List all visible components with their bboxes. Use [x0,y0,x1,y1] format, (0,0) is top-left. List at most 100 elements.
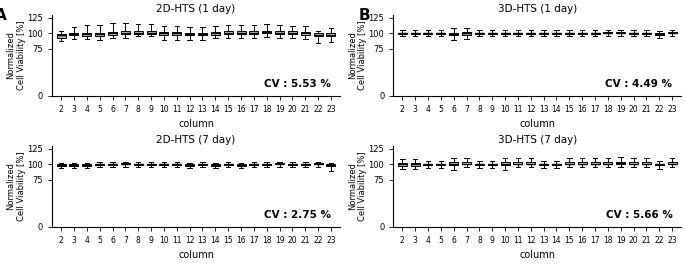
PathPatch shape [275,163,284,164]
PathPatch shape [552,33,561,34]
PathPatch shape [198,164,207,165]
PathPatch shape [590,33,599,34]
PathPatch shape [475,33,484,34]
PathPatch shape [552,164,561,165]
PathPatch shape [668,162,677,164]
PathPatch shape [160,164,169,165]
PathPatch shape [603,32,612,33]
PathPatch shape [436,33,445,34]
PathPatch shape [398,163,407,166]
PathPatch shape [198,33,207,35]
PathPatch shape [603,162,612,164]
Text: A: A [0,8,6,23]
Text: B: B [359,8,371,23]
PathPatch shape [501,162,510,165]
PathPatch shape [262,31,271,33]
PathPatch shape [108,164,117,165]
PathPatch shape [95,33,104,36]
PathPatch shape [275,31,284,34]
PathPatch shape [173,32,182,35]
X-axis label: column: column [519,119,556,129]
PathPatch shape [185,33,194,35]
PathPatch shape [249,31,258,34]
PathPatch shape [514,33,523,34]
PathPatch shape [288,164,297,165]
PathPatch shape [488,33,497,34]
Title: 2D-HTS (1 day): 2D-HTS (1 day) [156,4,236,14]
PathPatch shape [147,31,155,34]
Y-axis label: Normalized
Cell Viability [%]: Normalized Cell Viability [%] [348,20,367,90]
PathPatch shape [82,33,91,36]
PathPatch shape [629,162,638,164]
PathPatch shape [668,32,677,33]
PathPatch shape [327,164,336,166]
PathPatch shape [577,162,586,164]
PathPatch shape [236,164,245,166]
PathPatch shape [95,164,104,165]
PathPatch shape [82,164,91,166]
PathPatch shape [655,164,664,165]
X-axis label: column: column [519,250,556,260]
Text: CV : 2.75 %: CV : 2.75 % [264,210,332,220]
PathPatch shape [565,162,574,164]
X-axis label: column: column [178,250,214,260]
PathPatch shape [147,164,155,165]
Title: 2D-HTS (7 day): 2D-HTS (7 day) [156,135,236,145]
PathPatch shape [539,33,548,34]
PathPatch shape [488,164,497,165]
PathPatch shape [501,33,510,34]
PathPatch shape [616,162,625,164]
Y-axis label: Normalized
Cell Viability [%]: Normalized Cell Viability [%] [348,151,367,221]
Text: CV : 5.53 %: CV : 5.53 % [264,79,332,89]
PathPatch shape [462,32,471,35]
PathPatch shape [577,33,586,34]
Title: 3D-HTS (7 day): 3D-HTS (7 day) [497,135,577,145]
PathPatch shape [423,33,432,34]
PathPatch shape [301,32,310,35]
PathPatch shape [539,164,548,165]
PathPatch shape [475,164,484,165]
PathPatch shape [69,33,79,35]
PathPatch shape [514,162,523,164]
PathPatch shape [236,31,245,34]
PathPatch shape [410,33,420,34]
Y-axis label: Normalized
Cell Viability [%]: Normalized Cell Viability [%] [7,20,26,90]
PathPatch shape [249,164,258,165]
PathPatch shape [449,33,458,35]
Title: 3D-HTS (1 day): 3D-HTS (1 day) [497,4,577,14]
PathPatch shape [398,33,407,34]
PathPatch shape [314,33,323,36]
PathPatch shape [224,31,233,34]
PathPatch shape [160,32,169,35]
PathPatch shape [590,162,599,164]
PathPatch shape [57,164,66,166]
PathPatch shape [57,34,66,38]
PathPatch shape [288,31,297,34]
PathPatch shape [121,163,130,164]
PathPatch shape [655,33,664,35]
PathPatch shape [423,164,432,165]
PathPatch shape [410,163,420,166]
PathPatch shape [224,164,233,165]
PathPatch shape [134,164,142,165]
Text: CV : 4.49 %: CV : 4.49 % [606,79,673,89]
PathPatch shape [301,164,310,165]
PathPatch shape [173,164,182,165]
PathPatch shape [211,164,220,166]
PathPatch shape [134,31,142,34]
Text: CV : 5.66 %: CV : 5.66 % [606,210,673,220]
PathPatch shape [121,31,130,34]
PathPatch shape [462,162,471,164]
PathPatch shape [642,162,651,164]
PathPatch shape [642,33,651,34]
PathPatch shape [526,162,535,164]
PathPatch shape [565,33,574,34]
PathPatch shape [327,33,336,36]
PathPatch shape [314,163,323,164]
PathPatch shape [616,32,625,33]
PathPatch shape [629,33,638,34]
PathPatch shape [262,164,271,165]
Y-axis label: Normalized
Cell Viability [%]: Normalized Cell Viability [%] [7,151,26,221]
PathPatch shape [449,162,458,165]
PathPatch shape [436,164,445,165]
